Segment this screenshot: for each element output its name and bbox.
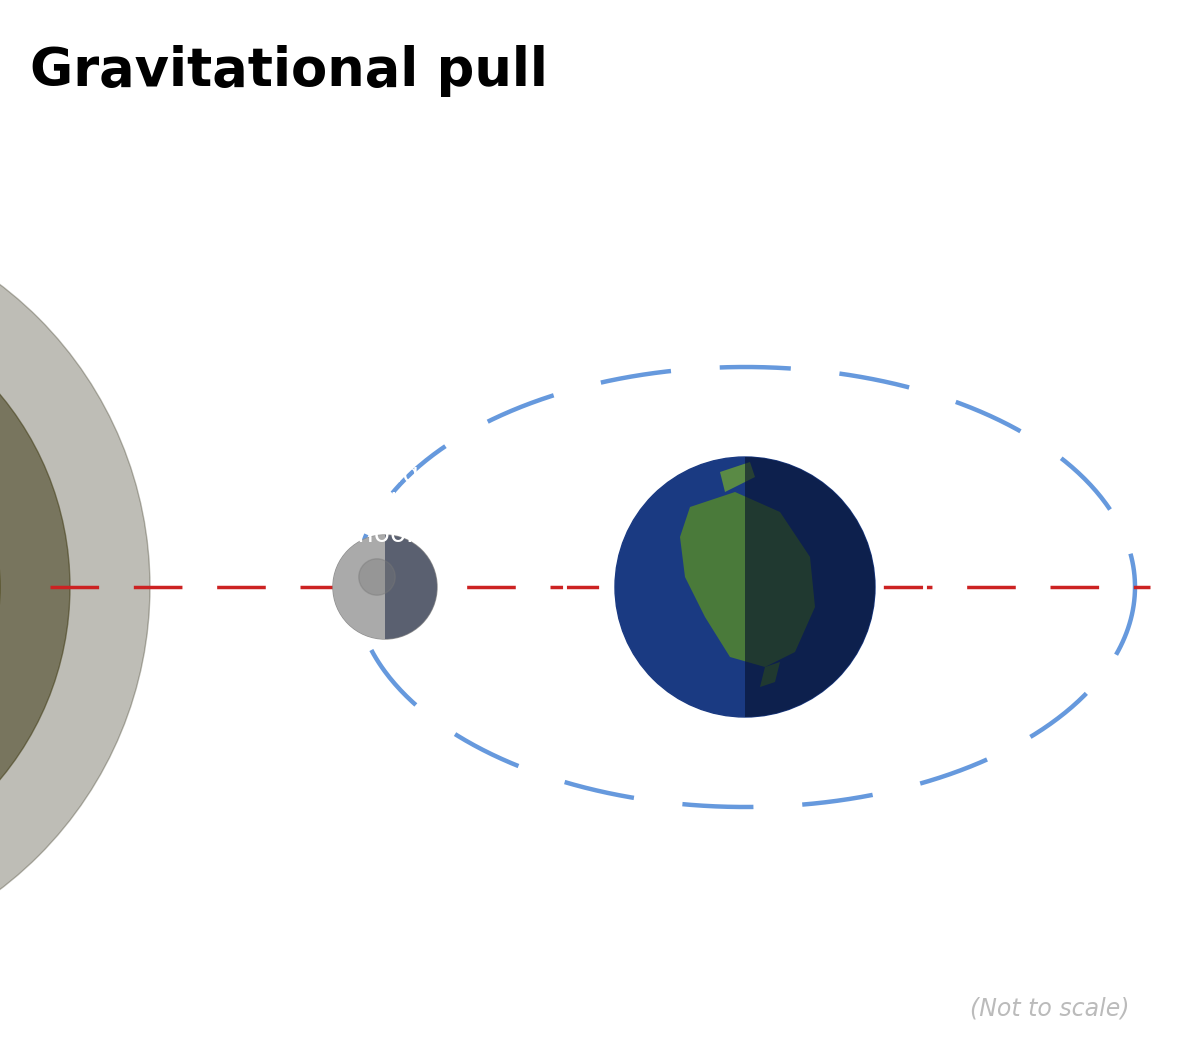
Wedge shape: [745, 457, 875, 717]
Wedge shape: [385, 535, 437, 639]
Text: (Not to scale): (Not to scale): [971, 997, 1130, 1021]
Wedge shape: [334, 535, 385, 639]
Text: New moon: New moon: [235, 702, 407, 730]
Polygon shape: [760, 662, 780, 687]
Circle shape: [616, 457, 875, 717]
Circle shape: [334, 535, 437, 639]
Circle shape: [0, 207, 150, 967]
Text: Tidal bulge caused
by gravity of sun
and moon: Tidal bulge caused by gravity of sun and…: [290, 462, 538, 548]
Circle shape: [0, 287, 70, 887]
Text: Gravitational pull: Gravitational pull: [30, 46, 548, 97]
Polygon shape: [680, 492, 815, 667]
Polygon shape: [720, 462, 755, 492]
Circle shape: [359, 559, 395, 595]
